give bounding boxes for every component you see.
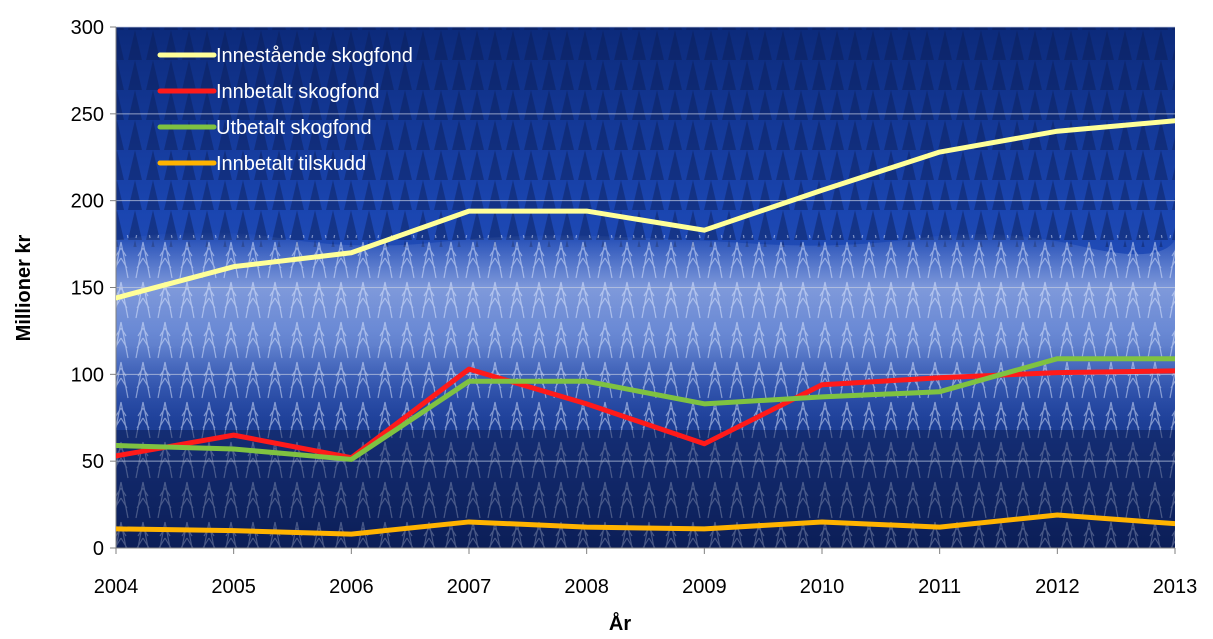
legend-label: Innestående skogfond <box>216 45 413 67</box>
x-tick-label: 2010 <box>800 576 845 598</box>
x-tick-label: 2006 <box>329 576 374 598</box>
x-tick-label: 2011 <box>918 576 961 598</box>
x-tick-label: 2004 <box>94 576 139 598</box>
y-tick-labels: 0 50 100 150 200 250 300 <box>71 17 116 560</box>
y-tick-label: 150 <box>71 278 104 300</box>
y-tick-label: 0 <box>93 538 104 560</box>
x-tick-label: 2012 <box>1035 576 1080 598</box>
legend: Innestående skogfond Innbetalt skogfond Ut… <box>157 45 413 175</box>
legend-label: Innbetalt tilskudd <box>216 153 366 175</box>
x-tick-label: 2013 <box>1153 576 1198 598</box>
series-line-3 <box>116 356 1175 462</box>
x-tick-label: 2007 <box>447 576 492 598</box>
x-tick-label: 2009 <box>682 576 727 598</box>
y-tick-label: 100 <box>71 364 104 386</box>
y-axis-title: Millioner kr <box>13 234 35 341</box>
x-axis-title: År <box>609 611 631 635</box>
series-lines <box>116 118 1175 537</box>
x-tick-label: 2005 <box>211 576 256 598</box>
y-tick-label: 250 <box>71 104 104 126</box>
series-line-4 <box>116 512 1175 537</box>
series-line-1 <box>116 118 1175 301</box>
legend-label: Innbetalt skogfond <box>216 81 379 103</box>
y-tick-label: 300 <box>71 17 104 39</box>
y-tick-label: 200 <box>71 191 104 213</box>
y-tick-label: 50 <box>82 451 104 473</box>
legend-label: Utbetalt skogfond <box>216 117 372 139</box>
x-tick-labels: 2004 2005 2006 2007 2008 2009 2010 2011 2012 2013 <box>94 548 1198 598</box>
x-tick-label: 2008 <box>564 576 609 598</box>
